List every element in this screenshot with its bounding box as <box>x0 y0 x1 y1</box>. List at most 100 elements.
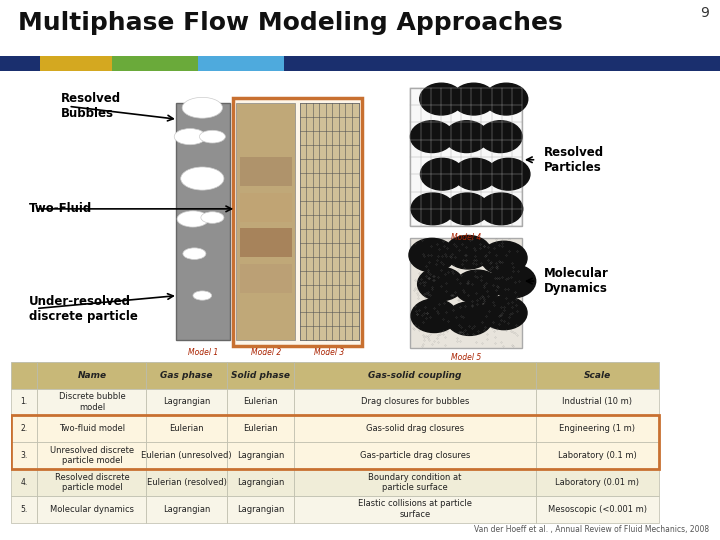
Bar <box>11 389 37 415</box>
Ellipse shape <box>411 193 454 225</box>
Bar <box>227 442 294 469</box>
Text: Under-resolved
discrete particle: Under-resolved discrete particle <box>29 294 138 322</box>
Bar <box>176 104 230 340</box>
Ellipse shape <box>409 238 455 272</box>
Bar <box>112 56 198 71</box>
Text: Model 4: Model 4 <box>451 233 482 242</box>
Bar <box>0 56 40 71</box>
Text: Model 3: Model 3 <box>314 348 344 356</box>
Text: Van der Hoeff et al. , Annual Review of Fluid Mechanics, 2008: Van der Hoeff et al. , Annual Review of … <box>474 525 709 534</box>
Bar <box>240 193 292 221</box>
Text: Model 2: Model 2 <box>251 348 281 356</box>
Bar <box>236 104 295 340</box>
Bar <box>11 362 37 389</box>
Text: Lagrangian: Lagrangian <box>163 504 210 514</box>
Bar <box>37 362 146 389</box>
Ellipse shape <box>445 121 488 152</box>
Bar <box>146 415 227 442</box>
Bar <box>294 469 536 496</box>
Bar <box>146 362 227 389</box>
Bar <box>146 469 227 496</box>
Ellipse shape <box>454 158 497 190</box>
Bar <box>146 496 227 523</box>
Text: Model 5: Model 5 <box>451 353 482 362</box>
Text: Two-Fluid: Two-Fluid <box>29 202 92 215</box>
Ellipse shape <box>181 167 224 190</box>
Bar <box>37 389 146 415</box>
Ellipse shape <box>490 265 536 298</box>
Ellipse shape <box>177 211 209 227</box>
Ellipse shape <box>201 212 224 224</box>
Text: Name: Name <box>77 370 107 380</box>
Text: 3.: 3. <box>20 451 28 460</box>
Ellipse shape <box>410 121 454 152</box>
Text: 4.: 4. <box>20 478 28 487</box>
Bar <box>294 389 536 415</box>
Bar <box>536 496 659 523</box>
Text: Boundary condition at
particle surface: Boundary condition at particle surface <box>368 472 462 492</box>
Text: Molecular dynamics: Molecular dynamics <box>50 504 134 514</box>
Ellipse shape <box>411 299 457 333</box>
Text: Eulerian: Eulerian <box>243 424 278 433</box>
Ellipse shape <box>481 296 527 329</box>
Bar <box>294 496 536 523</box>
Text: Resolved
Bubbles: Resolved Bubbles <box>61 92 122 120</box>
Bar <box>37 415 146 442</box>
Bar <box>11 469 37 496</box>
Bar <box>11 415 37 442</box>
Bar <box>240 157 292 186</box>
Text: Lagrangian: Lagrangian <box>237 504 284 514</box>
Text: Gas-solid drag closures: Gas-solid drag closures <box>366 424 464 433</box>
Bar <box>240 228 292 257</box>
Bar <box>300 104 359 340</box>
Bar <box>233 98 362 346</box>
Ellipse shape <box>193 291 212 300</box>
Bar <box>37 496 146 523</box>
Ellipse shape <box>452 83 495 115</box>
Bar <box>536 389 659 415</box>
Bar <box>410 87 522 226</box>
Text: Eulerian (resolved): Eulerian (resolved) <box>147 478 227 487</box>
Text: Two-fluid model: Two-fluid model <box>59 424 125 433</box>
Ellipse shape <box>481 241 527 275</box>
Text: Discrete bubble
model: Discrete bubble model <box>58 392 125 411</box>
Bar <box>227 362 294 389</box>
Bar <box>294 362 536 389</box>
Bar <box>227 469 294 496</box>
Bar <box>11 496 37 523</box>
Text: Lagrangian: Lagrangian <box>237 478 284 487</box>
Text: Resolved discrete
particle model: Resolved discrete particle model <box>55 472 130 492</box>
Bar <box>536 415 659 442</box>
Ellipse shape <box>445 235 491 269</box>
Text: Eulerian: Eulerian <box>169 424 204 433</box>
Bar <box>284 56 720 71</box>
Ellipse shape <box>487 158 530 190</box>
Text: Model 1: Model 1 <box>188 348 219 356</box>
Ellipse shape <box>480 193 523 225</box>
Bar <box>410 238 522 348</box>
Bar <box>227 389 294 415</box>
Bar <box>294 415 536 442</box>
Text: Solid phase: Solid phase <box>231 370 290 380</box>
Bar <box>146 389 227 415</box>
Text: Engineering (1 m): Engineering (1 m) <box>559 424 635 433</box>
Ellipse shape <box>174 129 206 145</box>
Text: Laboratory (0.1 m): Laboratory (0.1 m) <box>558 451 636 460</box>
Ellipse shape <box>420 158 464 190</box>
Text: Molecular
Dynamics: Molecular Dynamics <box>544 267 608 295</box>
Text: Multiphase Flow Modeling Approaches: Multiphase Flow Modeling Approaches <box>18 11 563 35</box>
Text: Elastic collisions at particle
surface: Elastic collisions at particle surface <box>358 500 472 519</box>
Text: Gas-solid coupling: Gas-solid coupling <box>368 370 462 380</box>
Text: Lagrangian: Lagrangian <box>237 451 284 460</box>
Bar <box>11 415 659 469</box>
Ellipse shape <box>183 248 206 259</box>
Bar <box>294 442 536 469</box>
Text: Unresolved discrete
particle model: Unresolved discrete particle model <box>50 446 134 465</box>
Bar <box>11 442 37 469</box>
Ellipse shape <box>454 270 500 303</box>
Ellipse shape <box>418 267 464 301</box>
Bar <box>198 56 284 71</box>
Bar <box>240 264 292 293</box>
Ellipse shape <box>182 97 222 118</box>
Bar <box>40 56 112 71</box>
